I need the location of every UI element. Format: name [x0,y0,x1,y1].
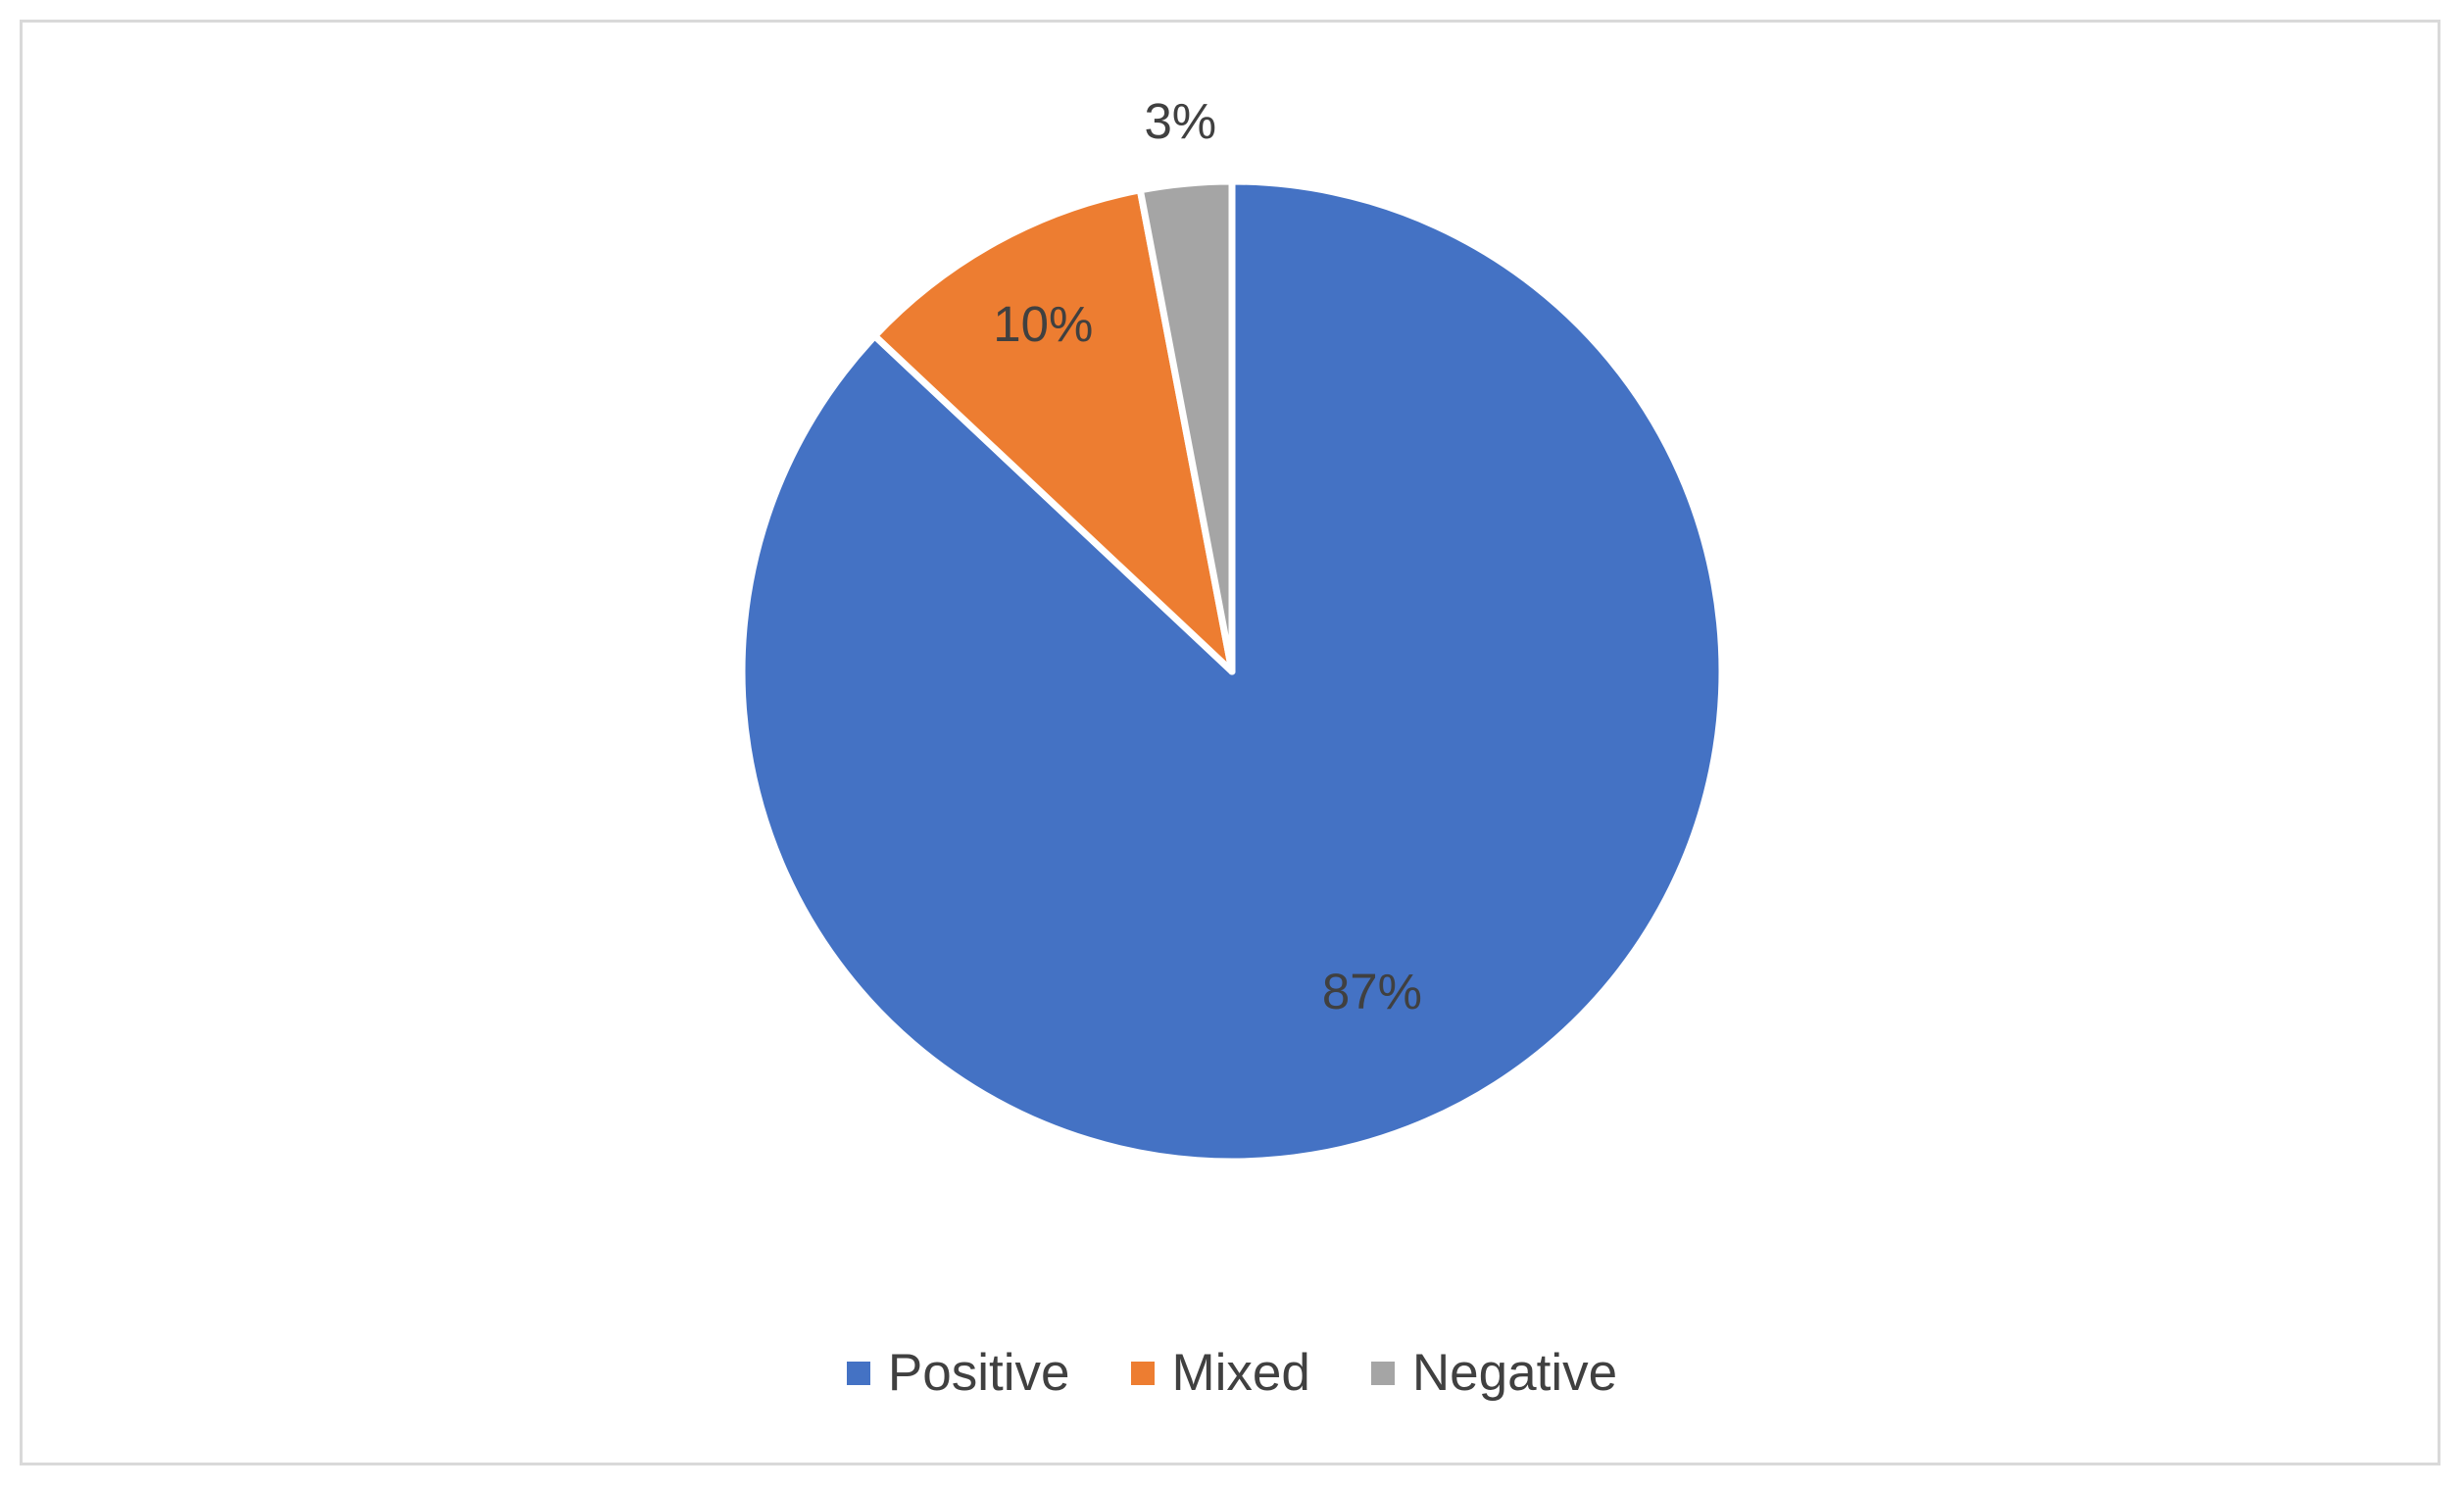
legend-swatch-negative [1370,1361,1395,1385]
legend-label-positive: Positive [887,1344,1070,1402]
legend-swatch-positive [846,1361,870,1385]
pie-slices [738,177,1726,1166]
pie-data-labels: 87% 10% 3% [993,93,1422,1019]
chart-legend: Positive Mixed Negative [0,1343,2464,1403]
legend-swatch-mixed [1130,1361,1155,1385]
legend-item-positive[interactable]: Positive [846,1343,1070,1403]
pie-slice-negative[interactable] [1136,177,1236,675]
legend-item-negative[interactable]: Negative [1370,1343,1618,1403]
data-label-negative: 3% [1144,93,1216,149]
legend-label-mixed: Mixed [1171,1344,1310,1402]
legend-item-mixed[interactable]: Mixed [1130,1343,1310,1403]
legend-label-negative: Negative [1411,1344,1618,1402]
pie-slice-mixed[interactable] [871,186,1236,675]
data-label-positive: 87% [1322,964,1422,1019]
data-label-mixed: 10% [993,296,1093,352]
